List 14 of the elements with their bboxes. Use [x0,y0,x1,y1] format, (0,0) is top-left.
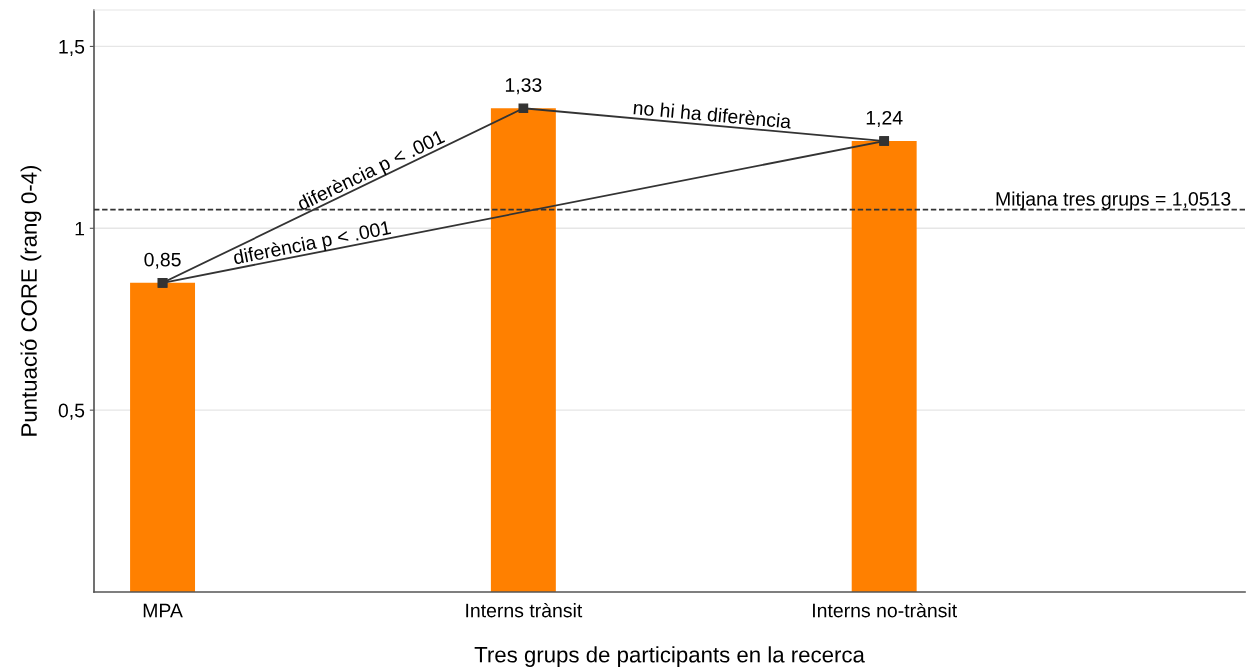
data-label: 1,33 [505,78,542,95]
x-axis-title: Tres grups de participants en la recerca [474,646,865,667]
annotation: diferència p < .001 [232,219,392,269]
data-label: 1,24 [866,110,903,127]
x-tick-label: Interns trànsit [466,602,583,618]
x-tick-label: Interns no-trànsit [813,602,957,618]
annotation: no hi ha diferència [633,99,792,129]
x-tick-label: MPA [143,603,183,618]
y-tick-label: 1 [75,221,85,236]
data-label: 0,85 [144,252,181,269]
ref-line-label: Mitjana tres grups = 1,0513 [996,191,1231,210]
y-axis-title: Puntuació CORE (rang 0-4) [20,165,42,436]
y-tick-label: 1,5 [59,40,85,56]
y-tick-label: 0,5 [58,403,85,420]
